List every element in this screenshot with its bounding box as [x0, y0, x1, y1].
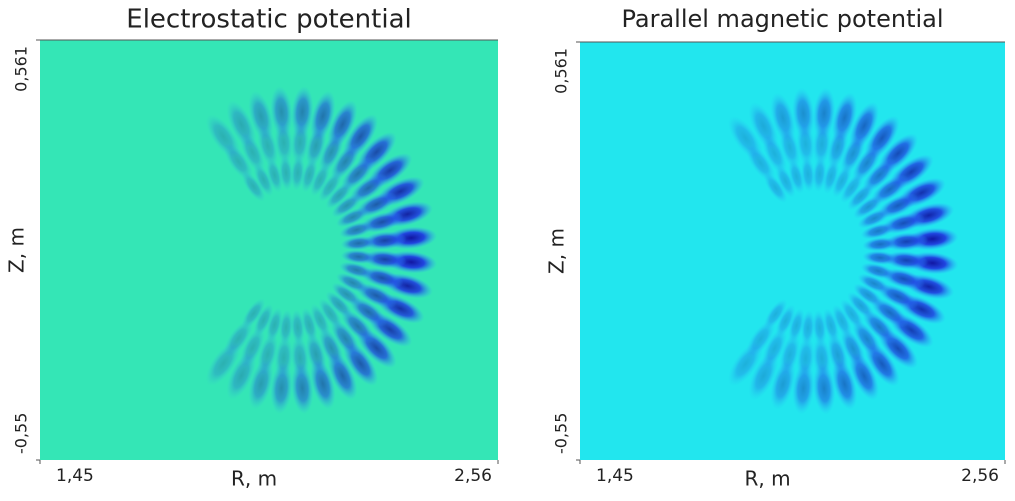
- x-tick-label: 2,56: [961, 466, 999, 486]
- field-lobe: [853, 283, 884, 308]
- field-lobe: [840, 133, 866, 174]
- field-lobe: [788, 158, 805, 194]
- field-lobe: [853, 194, 884, 219]
- field-lobe: [340, 249, 377, 264]
- field-lobe: [862, 250, 899, 265]
- field-lobe: [857, 273, 891, 294]
- field-lobe: [253, 163, 274, 197]
- field-lobe: [762, 133, 787, 174]
- y-tick-label: 0,561: [12, 46, 31, 92]
- field-lobe: [290, 120, 310, 165]
- field-lobe: [840, 328, 866, 369]
- field-lobe: [763, 172, 788, 204]
- field-lobe: [339, 221, 375, 239]
- field-lobe: [253, 303, 274, 337]
- field-lobe: [862, 237, 899, 252]
- field-lobe: [330, 142, 361, 181]
- field-lobe: [832, 164, 852, 198]
- field-lobe: [812, 310, 827, 346]
- field-lobe: [847, 291, 875, 320]
- field-lobe: [857, 208, 891, 229]
- field-lobe: [762, 328, 787, 369]
- field-lobe: [336, 272, 370, 293]
- field-lobe: [852, 320, 882, 358]
- field-lobe: [331, 193, 363, 218]
- field-lobe: [257, 124, 279, 167]
- plot-panel: 1,45 2,56 -0,55 0,561 Parallel magnetic pote…: [545, 5, 1006, 491]
- y-tick-label: 0,561: [552, 48, 571, 94]
- plot-background: [40, 40, 498, 460]
- field-lobe: [840, 172, 864, 204]
- chart-title: Electrostatic potential: [126, 5, 411, 35]
- field-lobe: [318, 131, 344, 173]
- field-lobe: [330, 319, 361, 358]
- field-lobe: [278, 154, 294, 191]
- field-lobe: [832, 304, 852, 338]
- x-axis-label: R, m: [231, 467, 277, 491]
- plot-panel: 1,45 2,56 -0,55 0,561 Electrostatic potentia…: [5, 5, 499, 491]
- field-lobe: [240, 131, 265, 173]
- field-lobe: [745, 144, 776, 182]
- field-lobe: [290, 335, 310, 380]
- field-lobe: [840, 298, 864, 330]
- y-tick-label: -0,55: [12, 413, 31, 454]
- field-lobe: [852, 144, 882, 182]
- field-lobe: [331, 282, 363, 307]
- field-lobe: [266, 157, 283, 193]
- field-lobe: [310, 303, 331, 337]
- field-lobe: [241, 171, 266, 202]
- chart-title: Parallel magnetic potential: [621, 5, 943, 33]
- y-tick-label: -0,55: [552, 413, 571, 454]
- field-lobe: [223, 142, 253, 181]
- field-lobe: [812, 336, 832, 381]
- field-lobe: [340, 236, 377, 251]
- field-lobe: [305, 333, 327, 376]
- field-lobe: [325, 181, 353, 209]
- x-tick-label: 1,45: [596, 466, 634, 486]
- field-lobe: [318, 171, 343, 202]
- field-lobe: [318, 327, 344, 369]
- field-lobe: [325, 291, 353, 319]
- field-lobe: [240, 327, 265, 369]
- field-lobe: [779, 125, 801, 169]
- field-lobe: [274, 335, 293, 380]
- field-lobe: [796, 336, 815, 381]
- field-lobe: [800, 156, 816, 192]
- y-axis-label: Z, m: [545, 228, 569, 274]
- x-tick-label: 1,45: [56, 466, 94, 486]
- field-lobe: [775, 164, 796, 198]
- field-lobe: [763, 298, 788, 330]
- field-lobe: [822, 308, 840, 344]
- field-lobe: [301, 307, 318, 343]
- field-lobe: [796, 121, 815, 166]
- field-lobe: [336, 207, 370, 228]
- field-lobe: [310, 163, 331, 197]
- field-lobe: [860, 222, 896, 240]
- field-lobe: [847, 182, 875, 211]
- field-lobe: [223, 319, 253, 358]
- field-lobe: [290, 309, 305, 346]
- field-lobe: [827, 333, 849, 377]
- field-lobe: [318, 298, 343, 329]
- field-lobe: [812, 121, 832, 166]
- field-lobe: [745, 320, 776, 358]
- field-lobe: [775, 304, 796, 338]
- y-axis-label: Z, m: [5, 227, 29, 273]
- field-lobe: [274, 120, 293, 165]
- x-axis-label: R, m: [744, 467, 790, 491]
- x-tick-label: 2,56: [454, 466, 492, 486]
- field-lobe: [241, 298, 266, 329]
